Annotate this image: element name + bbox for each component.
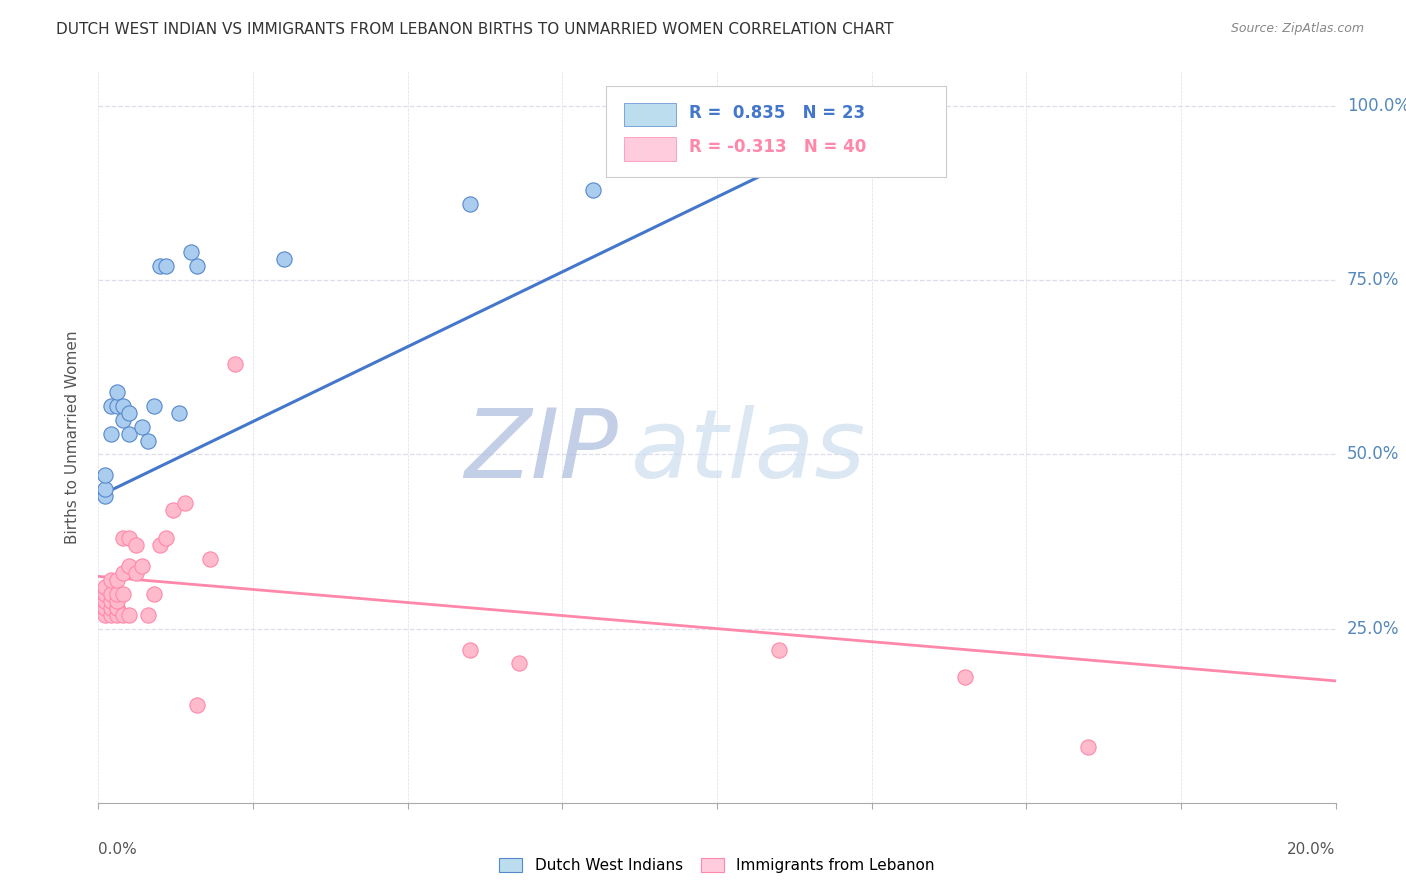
Point [100, 600, 122, 615]
Point [118, 607, 141, 622]
Point [105, 594, 128, 608]
Text: 75.0%: 75.0% [1347, 271, 1399, 289]
Text: ZIP: ZIP [464, 405, 619, 499]
Point [93, 594, 115, 608]
Text: DUTCH WEST INDIAN VS IMMIGRANTS FROM LEBANON BIRTHS TO UNMARRIED WOMEN CORRELATI: DUTCH WEST INDIAN VS IMMIGRANTS FROM LEB… [56, 22, 894, 37]
Point [162, 503, 184, 517]
Point [105, 384, 128, 399]
Text: atlas: atlas [630, 405, 866, 499]
Text: R = -0.313   N = 40: R = -0.313 N = 40 [689, 138, 866, 156]
Text: 25.0%: 25.0% [1347, 620, 1399, 638]
Point [105, 600, 128, 615]
Point [105, 600, 128, 615]
Point [118, 531, 141, 545]
FancyBboxPatch shape [624, 103, 676, 127]
Text: 0.0%: 0.0% [98, 842, 138, 856]
Point [112, 531, 135, 545]
Point [93, 489, 115, 503]
Text: 20.0%: 20.0% [1288, 842, 1336, 856]
Point [149, 260, 172, 274]
Point [136, 434, 159, 448]
Point [100, 426, 122, 441]
Point [1077, 740, 1099, 755]
Point [112, 412, 135, 426]
Point [100, 594, 122, 608]
Point [155, 260, 177, 274]
Point [105, 399, 128, 413]
Point [224, 357, 246, 371]
Point [180, 245, 202, 260]
Point [174, 496, 197, 510]
Point [458, 642, 481, 657]
Text: Source: ZipAtlas.com: Source: ZipAtlas.com [1230, 22, 1364, 36]
Point [100, 399, 122, 413]
Text: 50.0%: 50.0% [1347, 445, 1399, 464]
FancyBboxPatch shape [606, 86, 946, 178]
Point [118, 406, 141, 420]
Point [143, 587, 166, 601]
Point [93, 468, 115, 483]
Point [768, 642, 790, 657]
Point [100, 573, 122, 587]
Point [112, 566, 135, 580]
Point [131, 558, 153, 573]
Point [131, 419, 153, 434]
Point [93, 600, 115, 615]
Point [100, 607, 122, 622]
Point [112, 399, 135, 413]
Point [582, 183, 605, 197]
Point [155, 531, 177, 545]
Point [105, 587, 128, 601]
Point [93, 580, 115, 594]
Point [273, 252, 295, 267]
Text: 100.0%: 100.0% [1347, 97, 1406, 115]
Point [118, 558, 141, 573]
Point [118, 426, 141, 441]
Point [124, 538, 146, 552]
Point [953, 670, 976, 684]
Point [136, 607, 159, 622]
Point [93, 587, 115, 601]
Legend: Dutch West Indians, Immigrants from Lebanon: Dutch West Indians, Immigrants from Leba… [494, 852, 941, 880]
Point [124, 566, 146, 580]
Point [105, 573, 128, 587]
Point [105, 607, 128, 622]
Point [112, 607, 135, 622]
Point [508, 657, 530, 671]
Point [167, 406, 190, 420]
Point [186, 698, 208, 713]
Point [143, 399, 166, 413]
Point [186, 260, 208, 274]
Text: R =  0.835   N = 23: R = 0.835 N = 23 [689, 104, 865, 122]
FancyBboxPatch shape [624, 137, 676, 161]
Point [112, 587, 135, 601]
Point [198, 552, 221, 566]
Point [149, 538, 172, 552]
Point [891, 99, 914, 113]
Point [93, 607, 115, 622]
Point [100, 587, 122, 601]
Point [458, 196, 481, 211]
Point [93, 483, 115, 497]
Y-axis label: Births to Unmarried Women: Births to Unmarried Women [65, 330, 80, 544]
